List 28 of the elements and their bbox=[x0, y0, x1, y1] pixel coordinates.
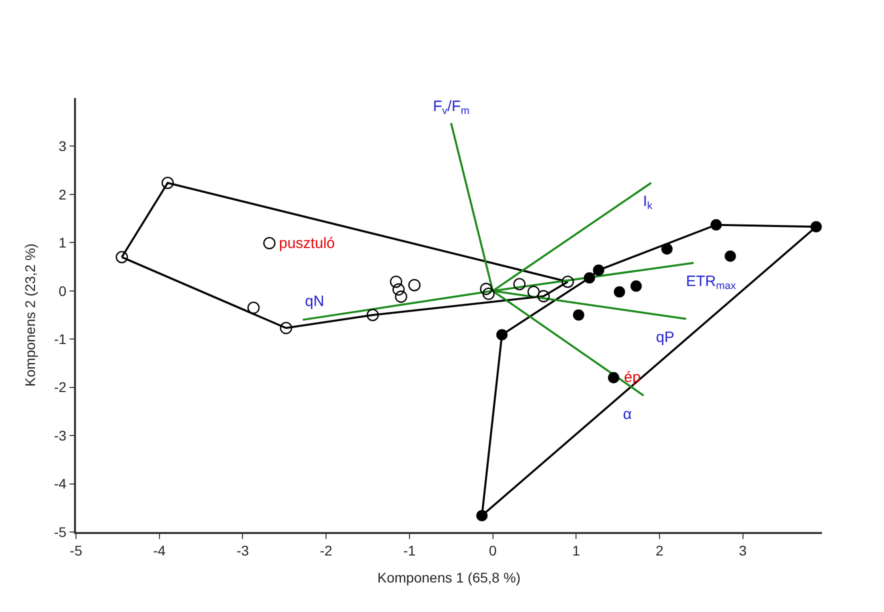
x-tick-label: 2 bbox=[656, 542, 664, 559]
x-tick-label: 1 bbox=[572, 542, 580, 559]
y-tick-label: 1 bbox=[58, 234, 67, 251]
y-tick-label: -2 bbox=[54, 379, 67, 396]
series-label: ép bbox=[624, 369, 641, 386]
series-label: F$_{v}$/F$_{m}$ bbox=[433, 98, 470, 118]
y-axis-title: Komponens 2 (23,2 %) bbox=[22, 243, 38, 387]
y-tick-label: -3 bbox=[54, 427, 67, 444]
series-label: I$_{k}$ bbox=[643, 193, 654, 212]
y-tick-label: -4 bbox=[54, 476, 67, 492]
x-tick-label: -2 bbox=[320, 542, 332, 559]
y-tick-label: 2 bbox=[58, 186, 67, 202]
series-label: α bbox=[623, 406, 632, 423]
y-tick-label: -5 bbox=[54, 524, 67, 540]
series-label: ETR$_{max}$ bbox=[686, 273, 737, 292]
y-tick-label: 0 bbox=[58, 282, 67, 299]
series-label: pusztuló bbox=[279, 235, 335, 252]
series-label: qN bbox=[305, 293, 324, 310]
y-tick-label: -1 bbox=[54, 331, 67, 348]
x-tick-label: -5 bbox=[70, 542, 82, 559]
y-tick-label: 3 bbox=[58, 138, 67, 154]
x-tick-label: -1 bbox=[403, 542, 416, 559]
x-tick-label: 3 bbox=[738, 542, 747, 559]
x-tick-label: 0 bbox=[488, 542, 497, 559]
series-label: qP bbox=[656, 329, 674, 346]
x-tick-label: -3 bbox=[236, 542, 250, 559]
x-tick-label: -4 bbox=[153, 542, 166, 559]
x-axis-title: Komponens 1 (65,8 %) bbox=[377, 569, 521, 586]
